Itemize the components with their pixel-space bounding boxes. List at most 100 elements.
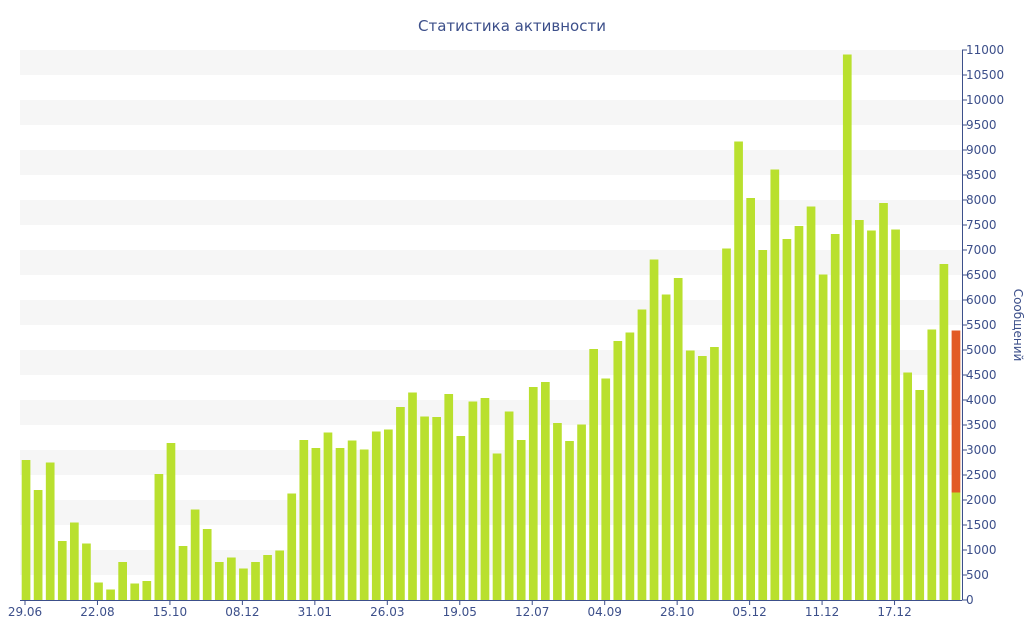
- bar[interactable]: [806, 206, 816, 601]
- x-tick-label: 04.09: [588, 605, 622, 619]
- bar[interactable]: [202, 529, 212, 600]
- bar[interactable]: [553, 423, 562, 600]
- bar[interactable]: [794, 226, 804, 600]
- bar[interactable]: [275, 550, 285, 601]
- y-tick-label: 3000: [966, 443, 997, 457]
- bar[interactable]: [420, 416, 429, 601]
- bar[interactable]: [854, 220, 864, 600]
- grid-bands: [20, 50, 962, 575]
- bar[interactable]: [697, 356, 707, 600]
- bar[interactable]: [710, 347, 719, 600]
- y-tick-label: 5500: [966, 318, 997, 332]
- bars: [21, 54, 961, 601]
- bar[interactable]: [867, 230, 876, 601]
- bar[interactable]: [927, 329, 937, 601]
- bar[interactable]: [323, 432, 333, 601]
- bar[interactable]: [722, 248, 731, 601]
- bar[interactable]: [239, 568, 248, 601]
- bar[interactable]: [589, 349, 599, 600]
- bar[interactable]: [456, 436, 466, 600]
- grid-band: [20, 100, 962, 125]
- bar[interactable]: [118, 562, 128, 600]
- bar[interactable]: [649, 259, 659, 601]
- y-tick-label: 500: [966, 568, 989, 582]
- bar[interactable]: [516, 440, 526, 600]
- bar-highlight-segment[interactable]: [951, 330, 961, 493]
- bar[interactable]: [468, 401, 478, 601]
- bar[interactable]: [299, 440, 309, 600]
- bar[interactable]: [94, 582, 103, 601]
- bar[interactable]: [69, 522, 79, 601]
- y-tick-label: 9000: [966, 143, 997, 157]
- bar[interactable]: [154, 474, 164, 600]
- bar[interactable]: [565, 441, 574, 600]
- bar[interactable]: [359, 449, 369, 601]
- bar[interactable]: [335, 448, 345, 600]
- grid-band: [20, 250, 962, 275]
- bar[interactable]: [625, 332, 635, 601]
- bar[interactable]: [311, 448, 321, 600]
- bar[interactable]: [492, 453, 502, 601]
- bar[interactable]: [830, 234, 840, 600]
- bar[interactable]: [383, 429, 393, 601]
- bar[interactable]: [915, 390, 925, 600]
- bar[interactable]: [673, 278, 683, 600]
- bar[interactable]: [45, 462, 55, 601]
- bar[interactable]: [661, 294, 671, 601]
- y-tick-label: 7500: [966, 218, 997, 232]
- grid-band: [20, 450, 962, 475]
- chart-title: Статистика активности: [418, 17, 606, 35]
- bar[interactable]: [903, 372, 913, 601]
- bar[interactable]: [408, 392, 417, 601]
- bar[interactable]: [190, 509, 200, 601]
- bar[interactable]: [57, 541, 67, 600]
- x-tick-label: 17.12: [877, 605, 911, 619]
- bar[interactable]: [540, 382, 550, 600]
- bar[interactable]: [879, 203, 888, 600]
- bar[interactable]: [130, 583, 140, 601]
- bar[interactable]: [758, 250, 768, 600]
- grid-band: [20, 200, 962, 225]
- bar[interactable]: [818, 274, 828, 601]
- y-tick-label: 6500: [966, 268, 997, 282]
- bar[interactable]: [166, 443, 176, 600]
- bar[interactable]: [21, 460, 31, 600]
- bar[interactable]: [637, 309, 647, 601]
- bar[interactable]: [746, 198, 756, 600]
- bar[interactable]: [287, 493, 297, 601]
- x-tick-label: 15.10: [153, 605, 187, 619]
- bar[interactable]: [951, 492, 961, 601]
- x-tick-label: 19.05: [443, 605, 477, 619]
- bar[interactable]: [842, 54, 852, 601]
- y-tick-label: 4500: [966, 368, 997, 382]
- bar[interactable]: [432, 417, 442, 600]
- bar[interactable]: [142, 581, 152, 600]
- bar[interactable]: [178, 546, 188, 600]
- bar[interactable]: [613, 341, 623, 600]
- bar[interactable]: [504, 411, 514, 601]
- y-tick-label: 10500: [966, 68, 1004, 82]
- bar[interactable]: [263, 555, 272, 600]
- y-tick-label: 8000: [966, 193, 997, 207]
- bar[interactable]: [371, 431, 381, 601]
- bar[interactable]: [396, 407, 405, 600]
- bar[interactable]: [939, 264, 949, 600]
- bar[interactable]: [82, 543, 91, 601]
- bar[interactable]: [480, 398, 490, 600]
- bar[interactable]: [782, 239, 792, 600]
- bar[interactable]: [601, 378, 611, 601]
- y-tick-label: 1000: [966, 543, 997, 557]
- bar[interactable]: [347, 440, 357, 601]
- bar[interactable]: [214, 562, 224, 600]
- bar[interactable]: [251, 562, 260, 600]
- bar[interactable]: [770, 169, 780, 601]
- bar[interactable]: [33, 490, 43, 600]
- bar[interactable]: [226, 557, 236, 601]
- bar[interactable]: [685, 350, 695, 601]
- bar[interactable]: [444, 394, 454, 600]
- bar[interactable]: [528, 387, 538, 600]
- bar[interactable]: [577, 424, 586, 601]
- bar[interactable]: [106, 589, 115, 601]
- bar[interactable]: [734, 141, 743, 601]
- bar[interactable]: [891, 229, 900, 601]
